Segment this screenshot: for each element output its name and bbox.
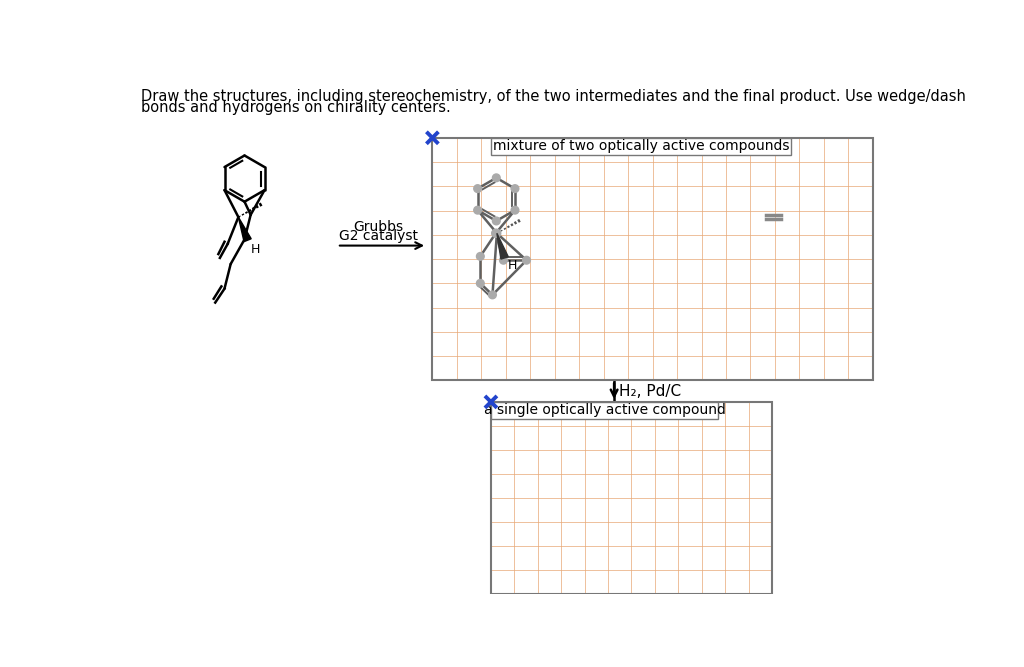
Circle shape (493, 174, 500, 181)
Polygon shape (239, 217, 251, 241)
Circle shape (493, 229, 501, 237)
Circle shape (522, 256, 530, 264)
Text: bonds and hydrogens on chirality centers.: bonds and hydrogens on chirality centers… (141, 100, 452, 115)
Circle shape (474, 185, 481, 193)
Text: Draw the structures, including stereochemistry, of the two intermediates and the: Draw the structures, including stereoche… (141, 89, 967, 104)
Circle shape (511, 206, 519, 214)
Bar (490, 402, 772, 594)
Circle shape (493, 217, 500, 225)
Text: H: H (508, 259, 517, 272)
Circle shape (492, 229, 500, 237)
Circle shape (488, 291, 497, 299)
Bar (490, 138, 792, 155)
Circle shape (476, 279, 484, 287)
Text: H₂, Pd/C: H₂, Pd/C (618, 384, 681, 399)
Bar (432, 138, 872, 380)
Text: a single optically active compound: a single optically active compound (483, 404, 725, 418)
Text: H: H (251, 243, 260, 256)
Circle shape (476, 253, 484, 260)
Text: G2 catalyst: G2 catalyst (339, 229, 418, 243)
Text: Grubbs: Grubbs (353, 220, 403, 234)
Bar (490, 402, 718, 419)
Circle shape (492, 229, 500, 237)
Polygon shape (497, 233, 508, 259)
Circle shape (500, 256, 507, 264)
Text: mixture of two optically active compounds: mixture of two optically active compound… (493, 139, 790, 153)
Circle shape (511, 185, 519, 193)
Circle shape (474, 206, 481, 214)
